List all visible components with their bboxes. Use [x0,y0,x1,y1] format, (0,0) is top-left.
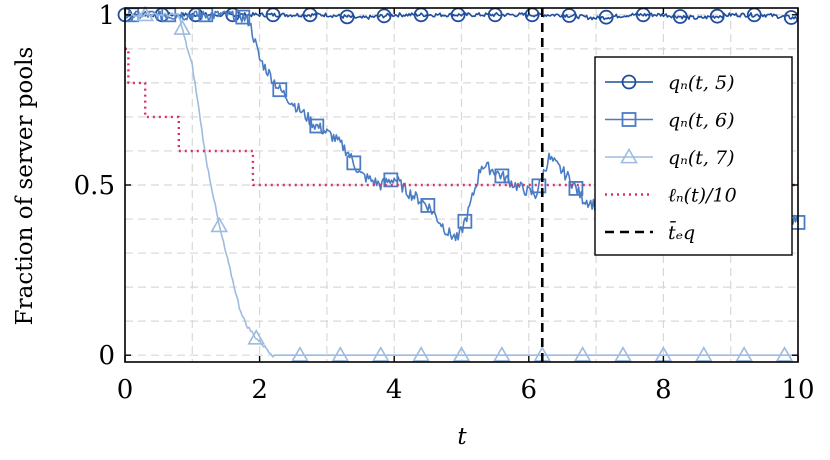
y-tick-label: 1 [98,1,115,31]
data-point [709,8,725,24]
data-point [531,178,547,194]
legend: qₙ(t, 5) qₙ(t, 6) qₙ(t, 7) ℓₙ(t)/10 t̄ₑq [594,56,793,256]
legend-marker [620,147,638,164]
x-tick-label: 6 [521,375,538,405]
data-point [672,9,688,24]
x-tick-label: 4 [386,375,403,405]
data-point [210,216,229,233]
x-tick-label: 0 [117,375,134,405]
x-tick-label: 8 [655,375,672,405]
data-point [568,181,584,196]
legend-marker [621,112,637,127]
data-point [346,155,362,171]
data-point [383,172,399,188]
legend-label: qₙ(t, 5) [668,72,735,94]
series-line [124,12,798,358]
data-point [598,9,614,25]
data-point [452,346,471,362]
data-point [376,8,392,24]
x-tick-label: 2 [251,375,268,405]
data-point [291,346,309,362]
legend-label: t̄ₑq [668,220,695,244]
x-axis-label: t [457,424,467,450]
data-point [247,329,266,345]
data-point [339,9,355,25]
data-point [573,346,592,362]
legend-item-3: qₙ(t, 7) [605,147,735,169]
series-4 [125,47,798,187]
data-point [371,346,390,362]
data-point [235,9,251,25]
data-point [309,118,325,134]
data-point [494,168,510,184]
data-point [493,346,511,362]
data-point [173,19,192,35]
x-tick-label: 10 [781,375,814,405]
legend-label: qₙ(t, 6) [668,110,735,132]
legend-label: qₙ(t, 7) [668,147,735,169]
legend-item-4: ℓₙ(t)/10 [605,185,737,207]
data-point [272,82,288,98]
series-1 [117,7,799,25]
legend-item-1: qₙ(t, 5) [605,72,735,94]
series-line [125,47,798,187]
data-point [420,198,436,213]
data-point [694,346,713,362]
data-point [136,5,155,22]
legend-item-2: qₙ(t, 6) [605,110,735,132]
y-tick-label: 0.5 [74,171,115,201]
legend-marker [621,74,637,90]
legend-item-5: t̄ₑq [605,220,695,244]
data-point [457,213,473,229]
series-layer [117,5,806,362]
data-point [614,346,632,362]
legend-box [594,56,793,256]
series-3 [124,5,798,362]
tick-labels: 0 2 4 6 8 10 0 0.5 1 [74,1,815,405]
data-point [561,8,577,23]
data-point [735,346,754,362]
data-point [331,346,350,362]
data-point [412,346,430,362]
axes [124,7,799,363]
y-tick-label: 0 [98,341,115,371]
y-axis-label: Fraction of server pools [12,47,38,326]
legend-label: ℓₙ(t)/10 [668,185,737,207]
data-point [775,346,794,362]
